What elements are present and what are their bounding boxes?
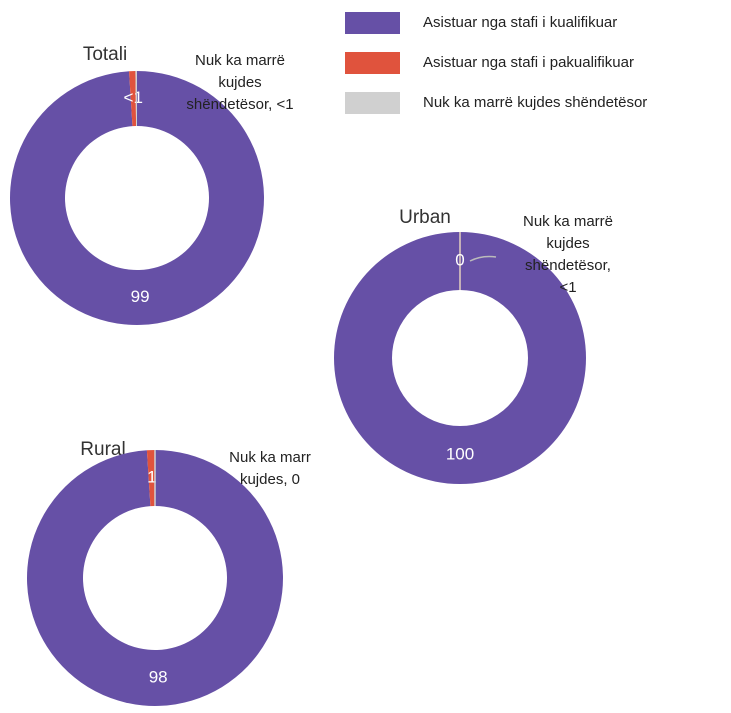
slice <box>334 232 586 484</box>
annotation: kujdes <box>546 235 589 252</box>
legend-swatch <box>345 52 400 74</box>
annotation: kujdes <box>218 74 261 91</box>
annotation: shëndetësor, <1 <box>186 96 293 113</box>
annotation: shëndetësor, <box>525 257 611 274</box>
annotation: Nuk ka marr <box>229 449 311 466</box>
slice <box>26 450 283 707</box>
legend-swatch <box>345 92 400 114</box>
legend-label: Asistuar nga stafi i pakualifikuar <box>423 54 634 71</box>
slice <box>129 71 137 127</box>
slice-label: 98 <box>149 667 168 686</box>
chart-title: Rural <box>80 439 125 460</box>
chart-title: Urban <box>399 207 451 228</box>
slice <box>9 71 264 325</box>
annotation: <1 <box>559 279 576 296</box>
slice-label: 99 <box>131 287 150 306</box>
slice <box>135 71 137 127</box>
leader-line <box>469 255 497 262</box>
annotation: kujdes, 0 <box>240 471 300 488</box>
slice-label: <1 <box>124 88 143 107</box>
slice <box>146 450 155 507</box>
legend-label: Nuk ka marrë kujdes shëndetësor <box>423 94 647 111</box>
slice-label: 100 <box>446 444 474 463</box>
annotation: Nuk ka marrë <box>523 213 613 230</box>
legend-swatch <box>345 12 400 34</box>
legend-label: Asistuar nga stafi i kualifikuar <box>423 14 617 31</box>
annotation: Nuk ka marrë <box>195 52 285 69</box>
slice-label: 1 <box>147 468 156 487</box>
chart-title: Totali <box>83 44 127 65</box>
slice-label: 0 <box>455 250 464 269</box>
